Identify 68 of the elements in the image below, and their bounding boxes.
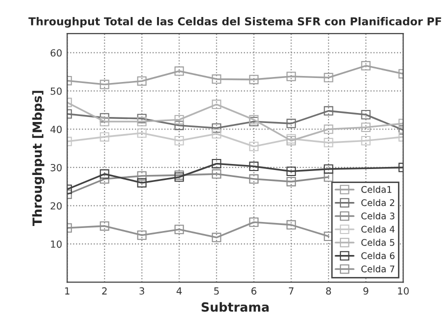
point <box>212 123 222 133</box>
legend-label: Celda 2 <box>361 199 394 206</box>
point <box>361 61 371 70</box>
y-tick-label: 40 <box>50 126 62 134</box>
point <box>174 136 184 146</box>
point <box>100 221 110 231</box>
legend-label: Celda 7 <box>361 265 394 272</box>
point <box>212 232 222 242</box>
point <box>212 74 222 84</box>
legend-label: Celda1 <box>361 186 392 193</box>
point <box>324 106 334 116</box>
chart-title: Throughput Total de las Celdas del Sistema SFR con Planificador PF <box>28 17 442 28</box>
point <box>361 122 371 132</box>
point <box>212 100 222 110</box>
y-tick-label: 10 <box>51 240 62 248</box>
point <box>361 110 371 120</box>
x-tick-label: 9 <box>363 287 368 295</box>
legend-label: Celda 5 <box>361 238 394 246</box>
legend-label: Celda 4 <box>361 226 395 233</box>
x-tick-label: 7 <box>288 287 294 294</box>
point <box>249 142 259 152</box>
x-axis-title: Subtrama <box>202 302 269 312</box>
x-tick-label: 4 <box>176 287 182 294</box>
point <box>361 136 371 146</box>
point <box>137 116 147 126</box>
point <box>249 217 259 227</box>
point <box>100 132 110 142</box>
point <box>212 158 222 168</box>
point <box>100 80 110 90</box>
x-tick-label: 1 <box>65 287 70 294</box>
x-tick-label: 10 <box>398 287 409 295</box>
point <box>100 169 110 179</box>
point <box>212 169 222 179</box>
point <box>324 124 334 134</box>
point <box>137 128 147 138</box>
x-tick-label: 6 <box>251 287 256 295</box>
point <box>249 174 259 184</box>
point <box>174 114 184 124</box>
point <box>174 224 184 234</box>
point <box>137 171 147 181</box>
legend-label: Celda 6 <box>361 252 395 260</box>
y-tick-label: 30 <box>50 164 62 172</box>
point <box>324 164 334 174</box>
point <box>286 72 296 82</box>
point <box>286 220 296 230</box>
x-tick-label: 8 <box>326 287 331 295</box>
point <box>324 138 334 148</box>
y-axis-title: Throughput [Mbps] <box>32 90 44 226</box>
point <box>174 120 184 130</box>
point <box>212 129 222 139</box>
point <box>100 116 110 126</box>
point <box>249 74 259 84</box>
point <box>249 162 259 172</box>
legend-label: Celda 3 <box>361 212 394 220</box>
point <box>286 166 296 176</box>
y-tick-label: 20 <box>50 202 62 210</box>
point <box>324 72 334 82</box>
point <box>286 118 296 128</box>
point <box>137 230 147 240</box>
point <box>137 178 147 188</box>
y-tick-label: 60 <box>50 49 62 57</box>
y-tick-label: 50 <box>50 87 62 95</box>
point <box>174 66 184 76</box>
point <box>286 176 296 186</box>
x-tick-label: 2 <box>102 287 107 294</box>
point <box>137 76 147 86</box>
x-tick-label: 3 <box>140 287 144 295</box>
x-tick-label: 5 <box>214 287 219 295</box>
